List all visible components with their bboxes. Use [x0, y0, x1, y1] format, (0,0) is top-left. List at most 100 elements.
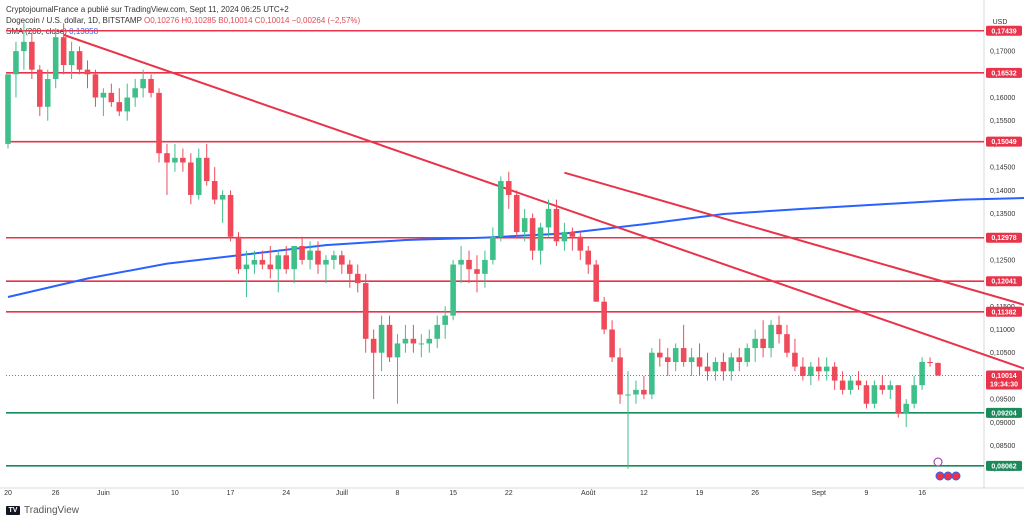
- candle-body: [609, 329, 615, 358]
- candle-body: [307, 250, 313, 260]
- candle-body: [44, 78, 51, 107]
- candle-body: [752, 338, 758, 349]
- y-tick-label: 0,09500: [990, 397, 1015, 404]
- y-tick-label: 0,09000: [990, 420, 1015, 427]
- x-tick-label: Juill: [336, 490, 349, 497]
- price-tag: [986, 67, 1022, 78]
- candle-body: [839, 380, 846, 390]
- candle-body: [378, 324, 385, 353]
- candle-body: [927, 362, 933, 363]
- candle-body: [863, 385, 870, 404]
- y-tick-label: 0,13500: [990, 211, 1015, 218]
- candle-body: [903, 403, 909, 414]
- candle-body: [935, 362, 941, 376]
- x-tick-label: 9: [865, 490, 869, 497]
- price-tag: [986, 232, 1022, 243]
- candle-body: [728, 357, 735, 372]
- candle-body: [124, 97, 131, 112]
- candle-body: [537, 227, 544, 251]
- candle-body: [418, 343, 425, 345]
- candle-body: [29, 41, 35, 70]
- candle-body: [569, 232, 576, 237]
- candle-body: [235, 236, 242, 270]
- candle-body: [823, 366, 830, 372]
- candle-body: [450, 264, 456, 316]
- candle-body: [458, 259, 464, 265]
- currency-label: USD: [993, 19, 1008, 26]
- candle-body: [521, 218, 528, 233]
- trendline: [564, 171, 1024, 306]
- candle-body: [219, 194, 226, 200]
- y-tick-label: 0,11000: [990, 327, 1015, 334]
- candle-body: [760, 338, 766, 349]
- candle-body: [434, 324, 441, 339]
- y-tick-label: 0,10500: [990, 350, 1015, 357]
- candle-body: [649, 352, 655, 395]
- candle-body: [243, 264, 250, 270]
- price-axis-bg: [984, 0, 1024, 488]
- candle-body: [5, 74, 11, 144]
- y-tick-label: 0,14500: [990, 165, 1015, 172]
- candle-body: [561, 232, 568, 242]
- price-tag: [986, 407, 1022, 418]
- candle-body: [672, 348, 679, 362]
- candle-body: [744, 348, 751, 362]
- x-tick-label: 19: [696, 490, 704, 497]
- candle-body: [299, 246, 305, 260]
- candle-body: [657, 352, 663, 358]
- x-tick-label: Sept: [812, 490, 826, 497]
- us-flag-event-icon: [935, 471, 945, 481]
- candle-body: [68, 51, 75, 66]
- candle-body: [911, 385, 917, 404]
- us-flag-event-icon: [951, 471, 961, 481]
- candle-body: [887, 385, 894, 390]
- x-tick-label: 24: [282, 490, 290, 497]
- symbol-name[interactable]: Dogecoin / U.S. dollar, 1D, BITSTAMP: [6, 16, 142, 25]
- candle-body: [696, 357, 703, 367]
- candle-body: [188, 162, 194, 195]
- candle-body: [92, 74, 99, 98]
- publisher-line: CryptojournalFrance a publié sur Trading…: [6, 5, 289, 14]
- candle-body: [442, 315, 448, 325]
- candle-body: [800, 366, 806, 376]
- candle-body: [505, 181, 512, 195]
- candle-body: [140, 78, 146, 89]
- candle-body: [275, 255, 282, 270]
- candle-body: [855, 380, 862, 386]
- x-tick-label: 12: [640, 490, 648, 497]
- tradingview-footer[interactable]: TV TradingView: [6, 505, 79, 516]
- candle-body: [315, 250, 321, 265]
- candle-body: [736, 357, 743, 362]
- candle-body: [545, 208, 552, 228]
- y-tick-label: 0,17000: [990, 49, 1015, 56]
- candle-body: [871, 385, 878, 404]
- candle-body: [394, 343, 401, 358]
- price-tag-label: 0,11382: [992, 309, 1017, 316]
- price-tag: [986, 306, 1022, 317]
- price-tag-label: 0,08062: [991, 463, 1016, 470]
- price-tag-label: 0,17439: [991, 28, 1016, 35]
- candle-body: [164, 153, 170, 163]
- candle-body: [831, 366, 838, 381]
- candle-body: [211, 181, 218, 200]
- candle-body: [553, 208, 560, 242]
- candle-body: [768, 324, 774, 349]
- candle-body: [712, 362, 719, 372]
- candle-body: [601, 301, 607, 330]
- candle-body: [426, 338, 433, 344]
- candle-body: [808, 366, 814, 376]
- candle-body: [792, 352, 798, 367]
- candle-body: [227, 194, 234, 237]
- price-tag: [986, 136, 1022, 147]
- us-flag-event-icon: [943, 471, 953, 481]
- x-tick-label: 10: [171, 490, 179, 497]
- candle-body: [267, 264, 274, 270]
- price-tag-label: 0,15049: [991, 139, 1016, 146]
- candle-body: [784, 334, 790, 353]
- candle-body: [362, 283, 369, 339]
- candle-body: [156, 92, 162, 154]
- candle-body: [331, 255, 337, 260]
- candle-body: [704, 366, 711, 372]
- x-tick-label: Août: [581, 490, 595, 497]
